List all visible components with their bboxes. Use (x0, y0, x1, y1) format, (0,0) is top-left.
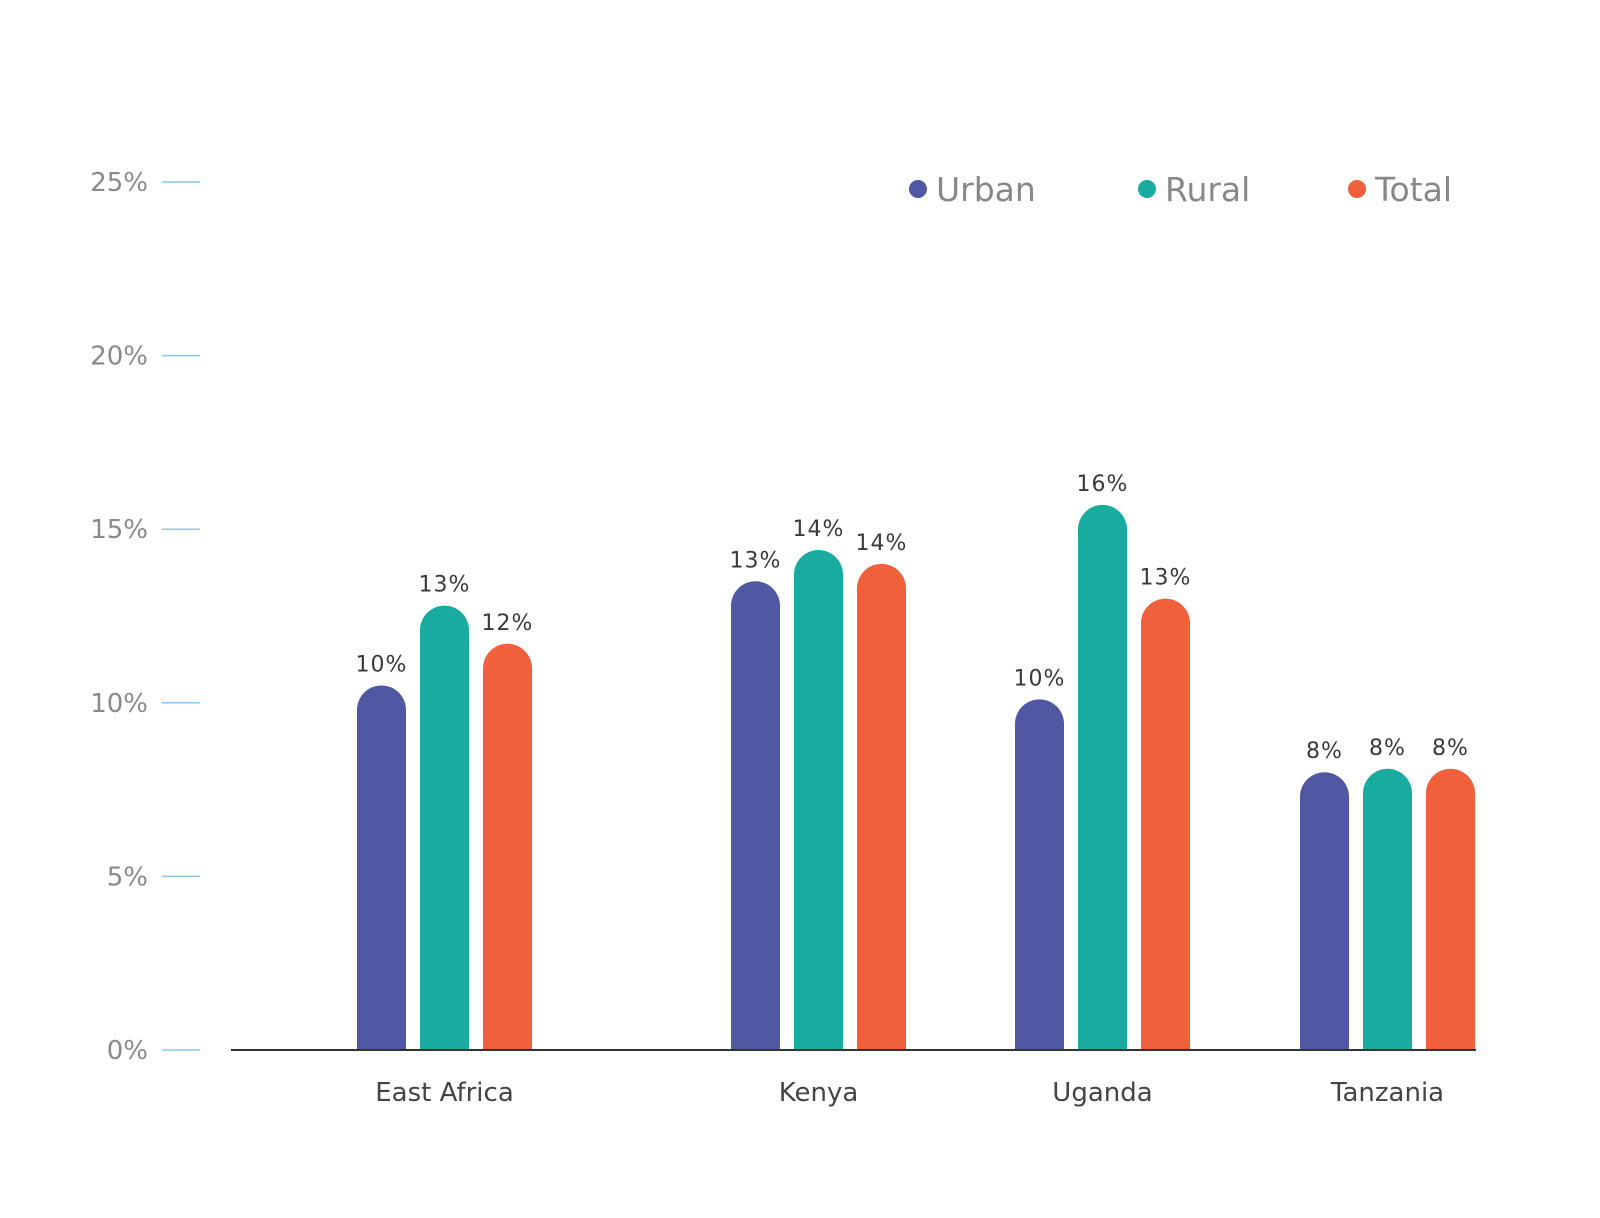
x-tick-label: Uganda (1052, 1078, 1152, 1108)
bar-total (483, 643, 532, 1050)
legend-marker-total (1348, 180, 1366, 198)
bar-rural (1078, 504, 1127, 1050)
legend-label: Total (1374, 170, 1452, 209)
bar-urban (1015, 699, 1064, 1050)
data-label: 16% (1077, 472, 1129, 497)
bar-rural (1363, 768, 1412, 1050)
data-label: 14% (793, 517, 845, 542)
x-axis-labels: East Africa Kenya Uganda Tanzania (375, 1078, 1444, 1108)
bar-total (1141, 598, 1190, 1050)
bar-urban (357, 685, 406, 1050)
data-label: 13% (419, 573, 471, 598)
data-label: 14% (856, 531, 908, 556)
data-label: 13% (1140, 566, 1192, 591)
bar-rural (420, 605, 469, 1050)
data-label: 13% (730, 548, 782, 573)
data-label: 10% (1014, 666, 1066, 691)
x-tick-label: Kenya (779, 1078, 859, 1108)
y-tick-label: 15% (90, 515, 148, 545)
y-tick-label: 0% (107, 1036, 148, 1066)
y-tick-label: 25% (90, 168, 148, 198)
x-tick-label: East Africa (375, 1078, 514, 1108)
y-tick-label: 10% (90, 689, 148, 719)
bar-total (857, 563, 906, 1050)
bars: 10% 13% 12% 13% 14% 14% 10% 16% 13% 8% 8% 8% (356, 472, 1475, 1050)
bar-urban (731, 581, 780, 1050)
x-tick-label: Tanzania (1330, 1078, 1444, 1108)
data-label: 8% (1432, 736, 1469, 761)
data-label: 8% (1306, 739, 1343, 764)
legend-marker-rural (1138, 180, 1156, 198)
y-tick-label: 20% (90, 342, 148, 372)
y-axis: 0% 5% 10% 15% 20% 25% (90, 168, 200, 1066)
legend-label: Urban (936, 170, 1036, 209)
bar-rural (794, 550, 843, 1050)
data-label: 10% (356, 652, 408, 677)
bar-urban (1300, 772, 1349, 1050)
legend: Urban Rural Total (909, 170, 1452, 209)
data-label: 12% (482, 611, 534, 636)
legend-label: Rural (1165, 170, 1250, 209)
y-tick-label: 5% (107, 862, 148, 892)
legend-marker-urban (909, 180, 927, 198)
data-label: 8% (1369, 736, 1406, 761)
bar-total (1426, 768, 1475, 1050)
